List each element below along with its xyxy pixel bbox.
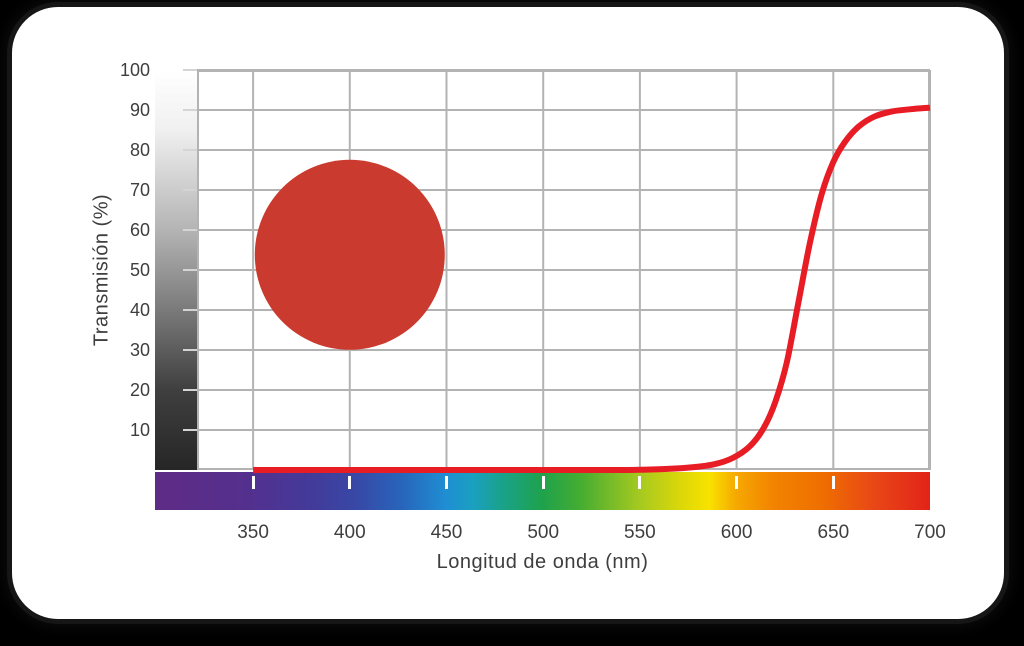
y-tick-mark — [183, 269, 197, 271]
y-tick-label: 90 — [129, 100, 150, 120]
x-axis-title: Longitud de onda (nm) — [436, 551, 649, 573]
x-tick-label: 400 — [333, 522, 366, 543]
x-tick-label: 350 — [237, 522, 269, 543]
wavelength-spectrum-bar — [155, 472, 930, 510]
y-tick-label: 40 — [129, 300, 150, 320]
x-tick-label: 700 — [914, 522, 946, 543]
spectrum-tick-mark — [735, 476, 739, 489]
y-tick-label: 50 — [129, 260, 150, 280]
y-tick-label: 60 — [129, 220, 150, 240]
spectrum-tick-mark — [348, 476, 352, 489]
y-tick-label: 10 — [129, 420, 150, 440]
spectrum-tick-mark — [638, 476, 642, 489]
y-tick-mark — [183, 349, 197, 351]
y-tick-label: 20 — [129, 380, 150, 400]
transmission-curve — [253, 104, 931, 474]
y-tick-mark — [183, 389, 197, 391]
y-tick-mark — [183, 229, 197, 231]
x-tick-label: 600 — [720, 522, 753, 543]
y-tick-mark — [183, 189, 197, 191]
red-filter-disc — [254, 159, 445, 350]
plot-area — [197, 69, 931, 474]
x-tick-label: 450 — [430, 522, 463, 543]
y-tick-mark — [183, 309, 197, 311]
y-tick-mark — [183, 149, 197, 151]
chart-card: Transmisión (%) 10 20 30 40 50 60 70 80 90 100 35… — [12, 7, 1004, 619]
spectrum-tick-mark — [541, 476, 545, 489]
y-tick-label: 80 — [129, 140, 150, 160]
x-tick-label: 650 — [817, 522, 850, 543]
x-tick-label: 550 — [624, 522, 656, 543]
spectrum-tick-mark — [251, 476, 255, 489]
spectrum-tick-mark — [831, 476, 835, 489]
y-tick-mark — [183, 69, 197, 71]
y-tick-label: 70 — [129, 180, 150, 200]
y-tick-label: 30 — [129, 340, 150, 360]
y-tick-mark — [183, 429, 197, 431]
spectrum-tick-mark — [444, 476, 448, 489]
x-tick-label: 500 — [527, 522, 560, 543]
y-tick-mark — [183, 109, 197, 111]
y-tick-label: 100 — [119, 60, 150, 80]
